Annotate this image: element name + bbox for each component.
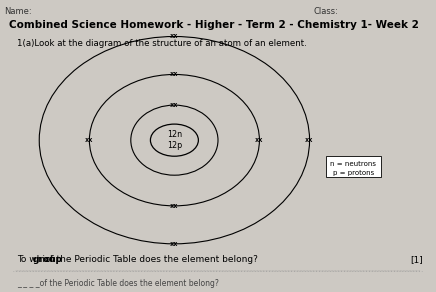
Text: _ _ _ _of the Periodic Table does the element belong?: _ _ _ _of the Periodic Table does the el… xyxy=(17,279,219,288)
Text: xx: xx xyxy=(170,34,179,39)
Text: group: group xyxy=(32,255,62,264)
Text: xx: xx xyxy=(305,137,314,143)
Text: Name:: Name: xyxy=(4,7,32,16)
Text: n = neutrons: n = neutrons xyxy=(330,161,376,167)
Text: xx: xx xyxy=(85,137,94,143)
Text: To which: To which xyxy=(17,255,59,264)
Text: xx: xx xyxy=(170,72,179,77)
Text: p = protons: p = protons xyxy=(333,170,374,175)
Text: xx: xx xyxy=(170,102,179,108)
Text: 1(a)Look at the diagram of the structure of an atom of an element.: 1(a)Look at the diagram of the structure… xyxy=(17,39,307,48)
Text: of the Periodic Table does the element belong?: of the Periodic Table does the element b… xyxy=(41,255,257,264)
Text: Class:: Class: xyxy=(314,7,339,16)
Text: xx: xx xyxy=(170,241,179,247)
Text: xx: xx xyxy=(255,137,264,143)
Text: xx: xx xyxy=(170,203,179,209)
Text: Combined Science Homework - Higher - Term 2 - Chemistry 1- Week 2: Combined Science Homework - Higher - Ter… xyxy=(9,20,419,30)
FancyBboxPatch shape xyxy=(326,156,381,177)
Text: 12n
12p: 12n 12p xyxy=(167,131,182,150)
Text: [1]: [1] xyxy=(410,255,423,264)
